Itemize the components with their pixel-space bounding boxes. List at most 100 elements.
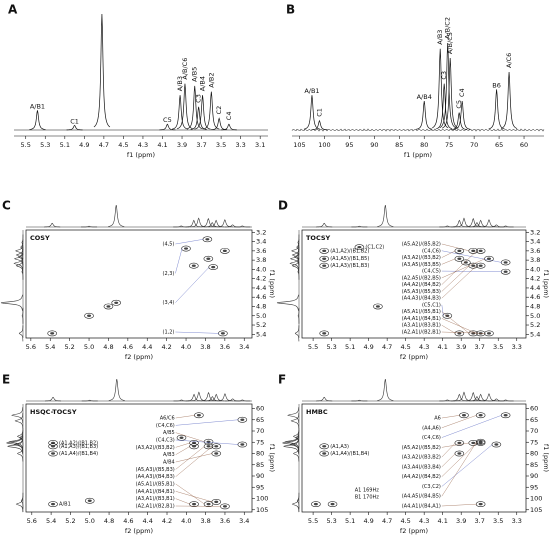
x-tick-label: 4.9 <box>363 343 373 351</box>
x-tick-label: 70 <box>470 141 478 149</box>
projection-peak <box>20 492 24 509</box>
peak <box>442 58 459 129</box>
peak-label: (4,5) <box>163 242 175 248</box>
cross-peak <box>454 450 465 457</box>
x-tick-label: 5.3 <box>326 517 336 525</box>
cross-peak-core <box>184 247 189 250</box>
projection-peak <box>186 393 203 402</box>
x-tick-label: 5.3 <box>326 343 336 351</box>
projection-peak <box>316 222 333 228</box>
annotation: A1 169Hz <box>355 488 379 494</box>
x-axis-label: f2 (ppm) <box>400 527 428 535</box>
projection-peak <box>44 222 61 228</box>
plot-frame <box>25 403 253 513</box>
projection-peak <box>290 412 300 429</box>
cross-peak-core <box>322 452 327 455</box>
x-tick-label: 4.5 <box>400 343 410 351</box>
projection-peak <box>472 393 489 402</box>
peak <box>454 100 471 130</box>
x-tick-label: 3.8 <box>200 517 210 525</box>
cross-peak-core <box>503 261 508 264</box>
leader-line <box>441 318 477 334</box>
cross-peak-core <box>357 245 362 249</box>
y-tick-label: 75 <box>256 438 264 446</box>
peak-label: (A1,A3)/(B1,B3) <box>330 263 369 269</box>
projection-peak <box>294 325 300 342</box>
peak-label: C3 <box>440 71 448 80</box>
x-tick-label: 5.6 <box>27 517 37 525</box>
x-tick-label: 4.9 <box>79 141 89 149</box>
projection-peak <box>81 399 98 402</box>
cross-peak-core <box>51 445 56 448</box>
y-tick-label: 4.0 <box>256 265 266 273</box>
cross-peak-core <box>87 499 92 502</box>
peak <box>29 110 46 130</box>
peak-label: A/B3 <box>176 76 184 91</box>
panel-title: TOCSY <box>306 234 331 242</box>
cross-peak-core <box>222 249 227 253</box>
peak <box>439 42 456 129</box>
projection-peak <box>21 307 24 324</box>
x-tick-label: 80 <box>420 141 428 149</box>
cross-peak-core <box>461 414 466 417</box>
y-tick-label: 4.4 <box>530 284 540 292</box>
peak-label: C3 <box>195 94 203 103</box>
x-tick-label: 3.3 <box>235 141 245 149</box>
peak <box>176 83 194 130</box>
projection-peak <box>14 412 24 429</box>
cross-peak <box>475 262 486 269</box>
peak-label: A/B5 <box>163 430 175 436</box>
projection-peak <box>297 307 300 324</box>
projection-peak <box>296 239 300 256</box>
cross-peak-core <box>106 305 111 308</box>
y-tick-label: 4.6 <box>530 293 540 301</box>
cross-peak <box>48 501 58 508</box>
cross-peak <box>84 312 94 319</box>
x-tick-label: 3.6 <box>220 517 230 525</box>
peak-label: (A5,A1)/(B5,B1) <box>136 482 175 488</box>
y-axis-label: f1 (ppm) <box>268 444 276 472</box>
cross-peak <box>189 262 199 269</box>
projection-peak <box>465 217 482 228</box>
leader-line <box>441 503 477 507</box>
x-tick-label: 5.0 <box>84 343 94 351</box>
y-tick-label: 3.4 <box>530 238 540 246</box>
peak-label: (A1,A4)/(B1,B4) <box>59 451 98 457</box>
projection-peak <box>472 219 489 228</box>
y-tick-label: 100 <box>530 495 542 503</box>
cross-peak-core <box>486 332 491 335</box>
cross-peak-core <box>205 238 210 241</box>
peak-label: (A3,A1)/(B3,B1) <box>402 323 441 329</box>
projection-peak <box>108 204 125 227</box>
y-tick-label: 4.2 <box>256 275 266 283</box>
projection-peak <box>316 396 333 402</box>
cross-peak-core <box>220 332 225 335</box>
peak-label: A/C6 <box>505 53 513 68</box>
peak-label: (A4,A3)/(B4,B3) <box>402 296 441 302</box>
projection-peak <box>284 433 299 450</box>
x-tick-label: 5.2 <box>64 343 74 351</box>
cross-peak <box>47 330 57 337</box>
x-tick-label: 5.1 <box>345 343 355 351</box>
peak-label: (A4,A1)/(B4,B1) <box>136 489 175 495</box>
x-tick-label: 3.9 <box>456 343 466 351</box>
x-tick-label: 4.5 <box>400 517 410 525</box>
peak <box>159 123 176 131</box>
cross-peak <box>442 312 453 319</box>
cross-peak <box>319 450 330 457</box>
peak-label: C5 <box>455 100 463 109</box>
leader-line <box>175 498 191 505</box>
peak-label: C1 <box>315 108 323 117</box>
y-tick-label: 85 <box>256 461 264 469</box>
peak-label: (A4,A3)/(B4,B3) <box>136 474 175 480</box>
cross-peak-core <box>211 265 216 269</box>
cross-peak <box>220 247 230 254</box>
peak-label: (A5,A1)/(B5,B1) <box>402 309 441 315</box>
leader-line <box>441 415 502 438</box>
leader-line <box>441 331 485 334</box>
peak-label: (C4,C5) <box>422 269 441 275</box>
y-tick-label: 90 <box>256 472 264 480</box>
peak-label: (A1,A4)/(B1,B4) <box>330 451 369 457</box>
projection-peak <box>200 217 217 228</box>
peak <box>416 100 433 130</box>
